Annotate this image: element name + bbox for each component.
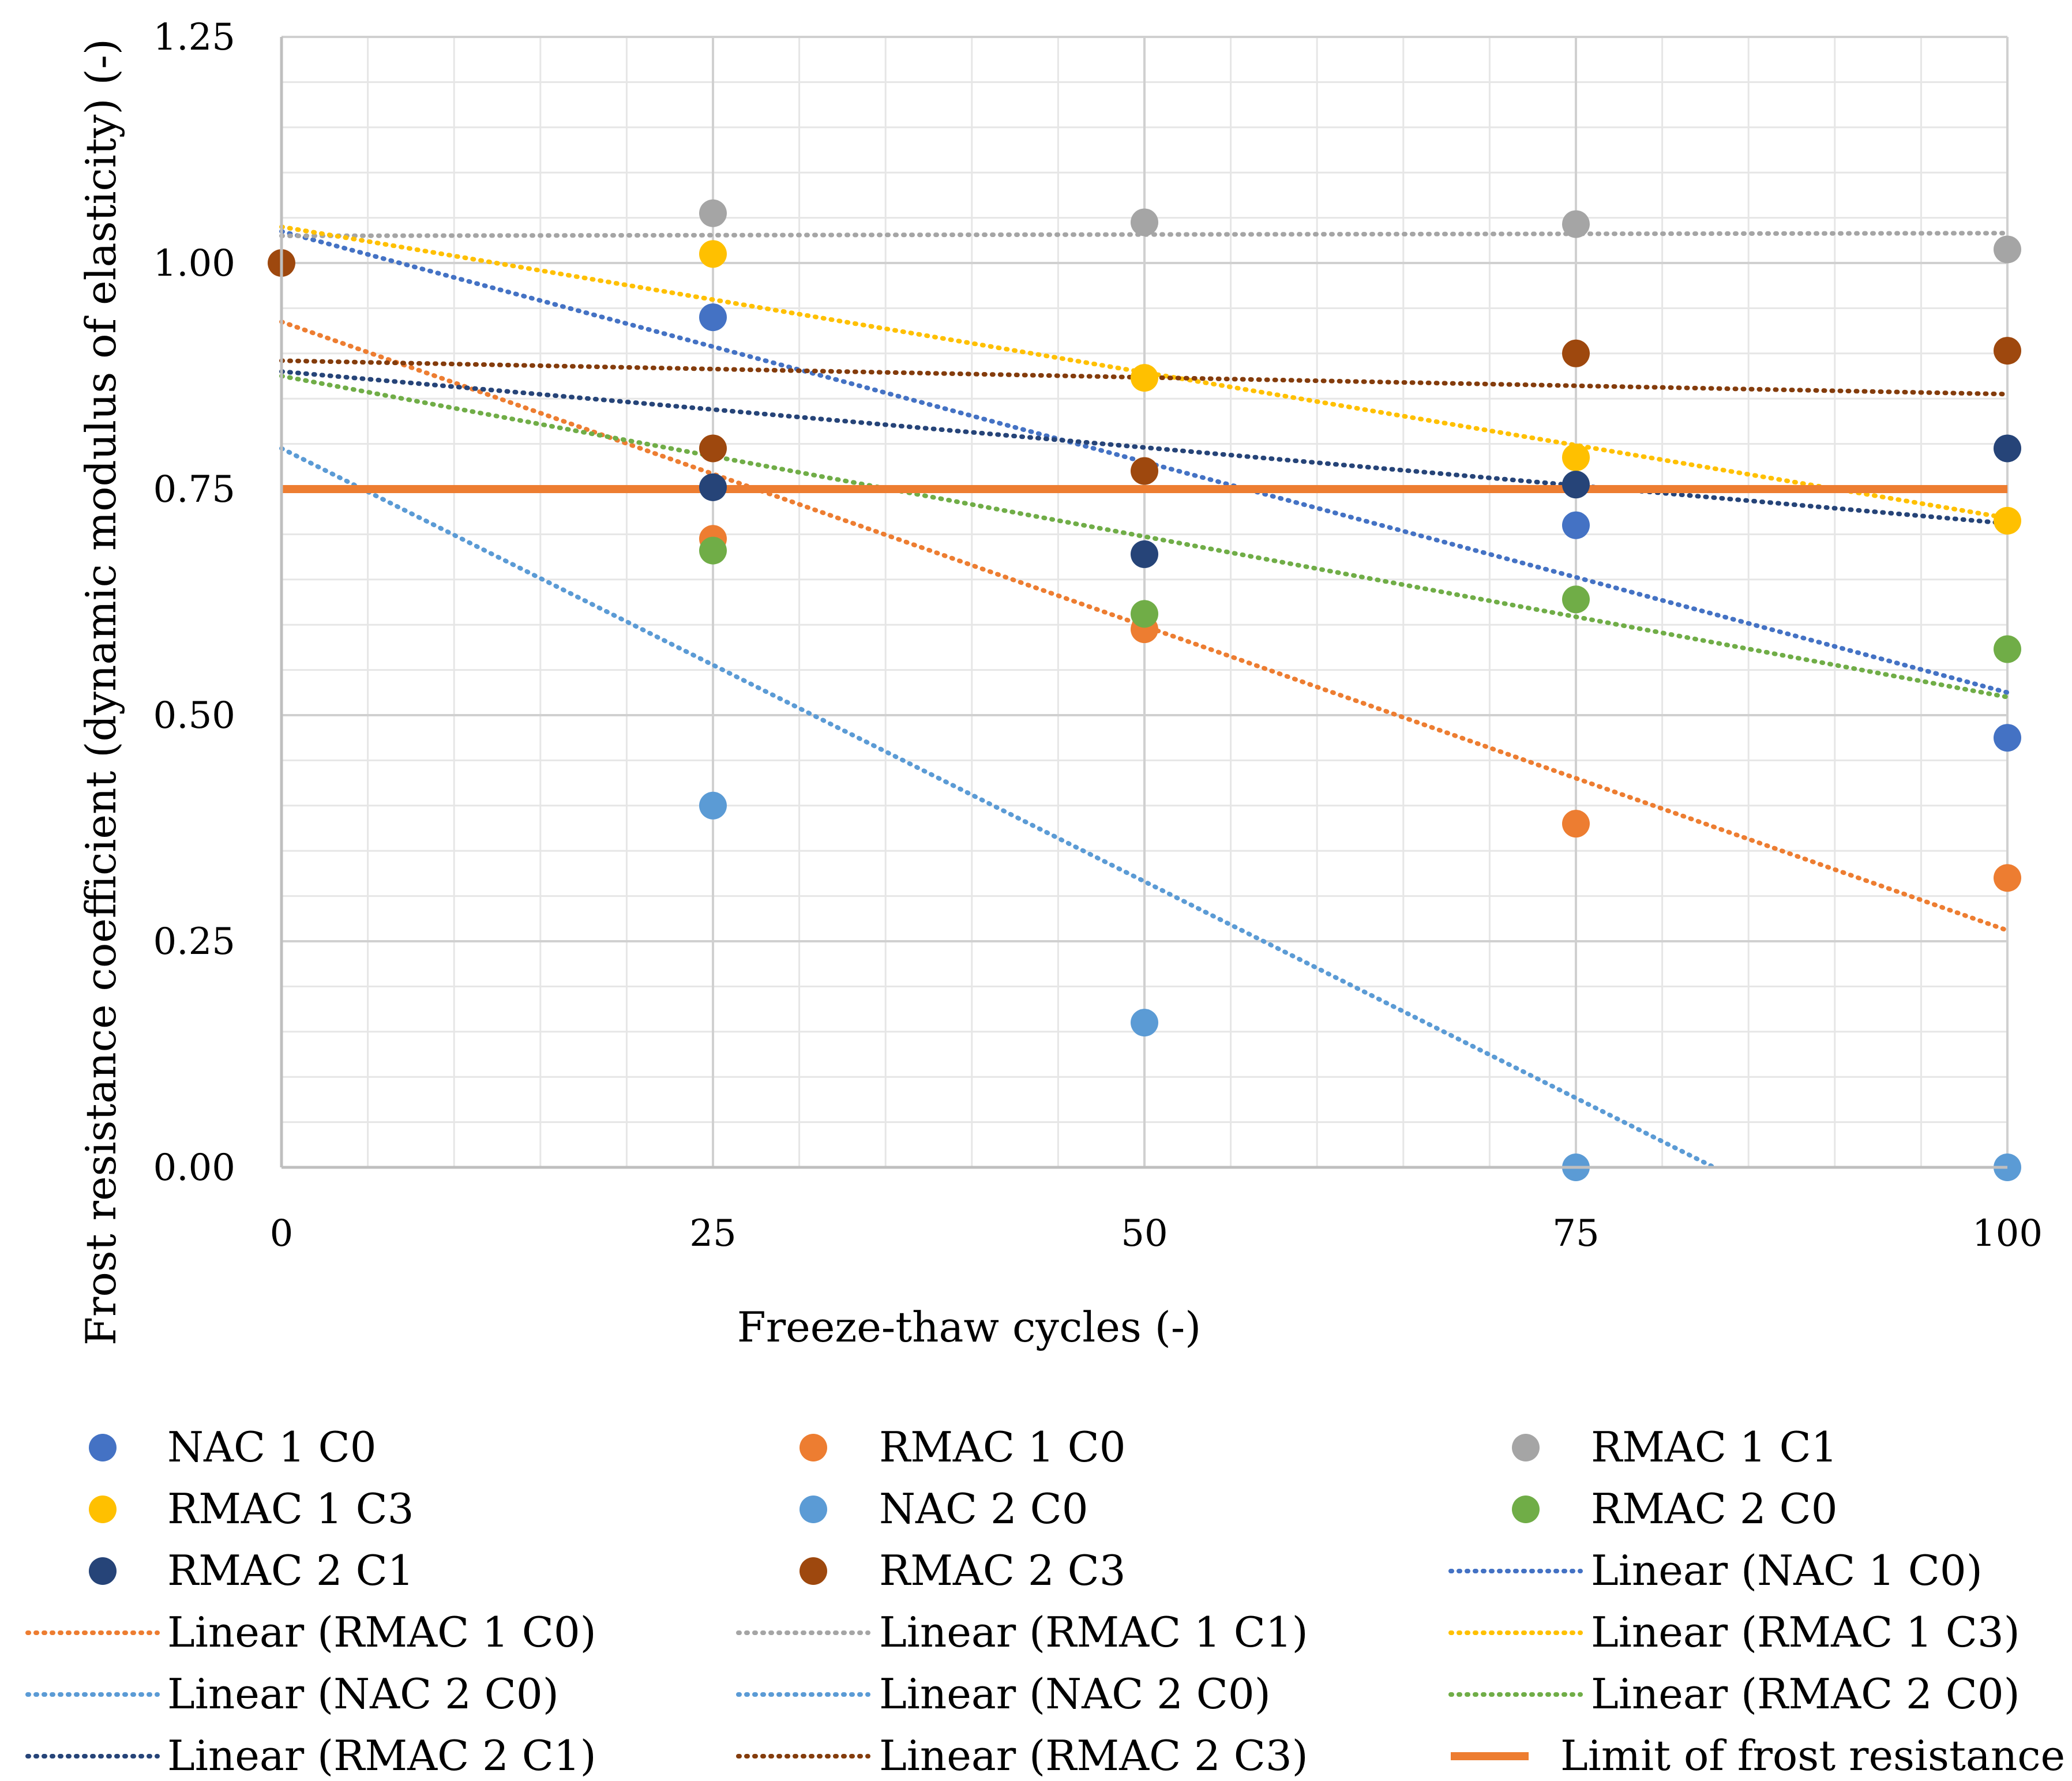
- legend-marker: [799, 1434, 827, 1461]
- legend-label: NAC 2 C0: [879, 1485, 1088, 1533]
- legend-label: RMAC 2 C1: [167, 1546, 414, 1595]
- data-point: [1562, 585, 1590, 614]
- data-point: [1131, 540, 1158, 568]
- legend-label: Limit of frost resistance: [1560, 1731, 2065, 1780]
- legend-label: Linear (RMAC 1 C3): [1591, 1608, 2020, 1656]
- y-tick-label: 0.50: [153, 694, 236, 737]
- legend-marker: [1512, 1496, 1540, 1523]
- x-axis-title: Freeze-thaw cycles (-): [737, 1303, 1202, 1351]
- data-point: [699, 199, 727, 227]
- y-tick-label: 1.25: [153, 16, 236, 59]
- data-point: [1562, 444, 1590, 472]
- data-point: [699, 536, 727, 565]
- data-point: [1994, 506, 2021, 535]
- x-tick-label: 75: [1552, 1212, 1599, 1255]
- legend-label: Linear (RMAC 2 C1): [167, 1731, 596, 1780]
- x-tick-label: 100: [1972, 1212, 2043, 1255]
- y-tick-label: 0.25: [153, 920, 236, 963]
- trendline: [279, 369, 2010, 526]
- data-point: [699, 473, 727, 501]
- legend-label: Linear (NAC 2 C0): [167, 1670, 559, 1718]
- legend: NAC 1 C0 RMAC 1 C0 RMAC 1 C1 RMAC 1 C3 NAC 2…: [25, 1423, 2065, 1780]
- data-point: [1131, 364, 1158, 392]
- tick-labels: 0 25 50 75 100 0.00 0.25 0.50 0.75 1.00 1.25: [153, 16, 2043, 1255]
- legend-marker: [1512, 1434, 1540, 1461]
- trendline: [279, 374, 2010, 700]
- legend-label: Linear (NAC 2 C0): [879, 1670, 1271, 1718]
- data-point: [1131, 208, 1158, 236]
- data-point: [699, 791, 727, 820]
- legend-label: Linear (NAC 1 C0): [1591, 1546, 1983, 1595]
- data-point: [1131, 600, 1158, 628]
- legend-label: Linear (RMAC 2 C0): [1591, 1670, 2020, 1718]
- y-axis-title: Frost resistance coefficient (dynamic mo…: [77, 39, 125, 1346]
- x-tick-label: 50: [1121, 1212, 1168, 1255]
- data-point: [1994, 635, 2021, 663]
- legend-label: NAC 1 C0: [167, 1423, 377, 1471]
- data-point: [699, 303, 727, 332]
- legend-label: RMAC 1 C1: [1591, 1423, 1838, 1471]
- data-point: [1994, 235, 2021, 264]
- data-point: [699, 240, 727, 268]
- data-point: [1994, 337, 2021, 365]
- legend-marker: [89, 1434, 117, 1461]
- data-point: [1562, 339, 1590, 367]
- legend-marker: [89, 1557, 117, 1585]
- data-point: [1994, 864, 2021, 892]
- data-point: [1562, 511, 1590, 539]
- data-point: [1562, 210, 1590, 238]
- x-tick-label: 0: [270, 1212, 294, 1255]
- data-point: [1994, 434, 2021, 463]
- legend-marker: [799, 1557, 827, 1585]
- legend-label: RMAC 2 C0: [1591, 1485, 1838, 1533]
- y-tick-label: 0.75: [153, 468, 236, 511]
- axes: [280, 37, 2007, 1169]
- data-point: [699, 434, 727, 463]
- data-point: [1131, 1009, 1158, 1037]
- legend-label: Linear (RMAC 2 C3): [879, 1731, 1308, 1780]
- legend-label: Linear (RMAC 1 C1): [879, 1608, 1308, 1656]
- y-tick-label: 1.00: [153, 242, 236, 285]
- trendline: [279, 229, 2010, 695]
- legend-label: Linear (RMAC 1 C0): [167, 1608, 596, 1656]
- trendline: [279, 446, 1717, 1170]
- legend-marker: [89, 1496, 117, 1523]
- legend-label: RMAC 1 C0: [879, 1423, 1126, 1471]
- legend-label: RMAC 1 C3: [167, 1485, 414, 1533]
- data-point: [1562, 471, 1590, 499]
- data-point: [1562, 810, 1590, 838]
- data-point: [1994, 724, 2021, 752]
- x-tick-label: 25: [689, 1212, 736, 1255]
- data-point: [1131, 457, 1158, 485]
- legend-marker: [799, 1496, 827, 1523]
- legend-label: RMAC 2 C3: [879, 1546, 1126, 1595]
- y-tick-label: 0.00: [153, 1147, 236, 1189]
- data-points: [268, 199, 2021, 1181]
